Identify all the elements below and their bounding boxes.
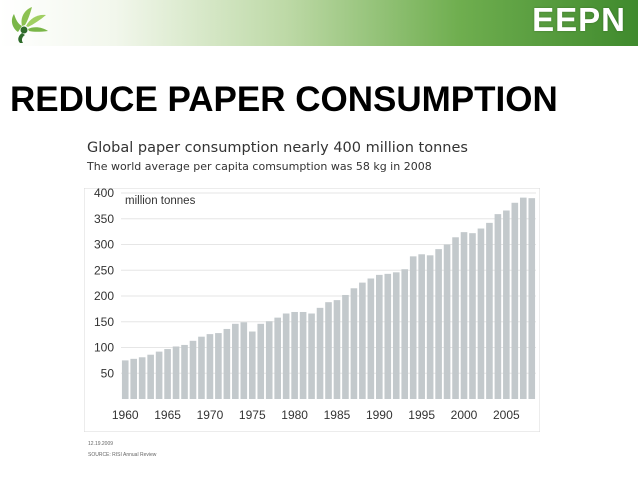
bar-1970 <box>206 334 214 399</box>
bar-2005 <box>503 210 510 399</box>
bar-chart: 50 100 150 200 250 300 350 400 1960 1965 1970 1975… <box>84 188 540 432</box>
bar-1991 <box>384 273 392 399</box>
bar-2007 <box>519 197 527 399</box>
x-tick-label: 1995 <box>408 408 435 422</box>
bar-1968 <box>189 340 197 399</box>
y-tick-label: 400 <box>94 188 114 200</box>
bar-1973 <box>232 323 239 399</box>
header-band: EEPN <box>0 0 638 46</box>
y-axis-label: million tonnes <box>125 195 196 207</box>
bar-2002 <box>477 228 485 399</box>
bar-1965 <box>164 349 171 399</box>
bar-1998 <box>443 244 451 399</box>
y-tick-label: 150 <box>94 315 114 329</box>
x-tick-label: 1970 <box>197 408 224 422</box>
y-tick-label: 250 <box>94 263 114 277</box>
y-tick-label: 350 <box>94 212 114 226</box>
bar-2004 <box>494 214 502 399</box>
bar-1983 <box>316 307 324 399</box>
bar-1971 <box>215 333 222 399</box>
x-tick-label: 2005 <box>493 408 520 422</box>
bar-1978 <box>274 317 281 399</box>
bar-2001 <box>469 233 476 399</box>
bar-2000 <box>460 232 468 399</box>
y-tick-label: 200 <box>94 289 114 303</box>
bar-1967 <box>181 344 188 399</box>
bar-1982 <box>308 313 315 399</box>
bar-1988 <box>359 282 366 399</box>
bar-1964 <box>155 351 163 399</box>
bar-1994 <box>409 256 417 399</box>
bar-1999 <box>452 237 459 399</box>
x-tick-label: 1960 <box>112 408 139 422</box>
y-tick-labels: 50 100 150 200 250 300 350 400 <box>94 188 114 380</box>
x-tick-labels: 1960 1965 1970 1975 1980 1985 1990 1995 2000 2005 <box>112 408 520 422</box>
bar-1972 <box>223 328 231 399</box>
bar-1976 <box>257 323 265 399</box>
bar-1960 <box>121 360 129 400</box>
bar-1974 <box>240 322 248 399</box>
bar-1985 <box>333 300 341 399</box>
bar-1980 <box>291 311 298 399</box>
chart-subtitle: The world average per capita comsumption… <box>87 160 432 173</box>
x-tick-label: 1965 <box>154 408 181 422</box>
bar-1989 <box>367 278 375 399</box>
bar-2003 <box>486 222 493 399</box>
bar-1993 <box>401 269 409 399</box>
bar-1969 <box>198 336 205 399</box>
footnote-source: SOURCE: RISI Annual Review <box>88 452 157 458</box>
bar-2006 <box>511 202 519 399</box>
bar-1984 <box>325 302 332 399</box>
bar-1992 <box>392 272 400 399</box>
x-tick-label: 1980 <box>281 408 308 422</box>
bar-1961 <box>130 358 138 399</box>
bar-1995 <box>418 254 425 399</box>
footnote-date: 12.19.2009 <box>88 441 114 447</box>
brand-name: EEPN <box>532 1 626 38</box>
bar-2008 <box>528 198 536 399</box>
x-tick-label: 1990 <box>366 408 393 422</box>
chart-title: Global paper consumption nearly 400 mill… <box>87 140 468 156</box>
x-tick-label: 2000 <box>451 408 478 422</box>
bar-1979 <box>282 313 290 399</box>
bar-1962 <box>138 357 146 399</box>
y-tick-label: 300 <box>94 238 114 252</box>
x-tick-label: 1985 <box>324 408 351 422</box>
bar-1987 <box>350 288 358 399</box>
bar-1977 <box>265 321 273 399</box>
bar-1963 <box>147 354 154 399</box>
leaf-figure-logo-icon <box>11 7 48 43</box>
bar-1975 <box>248 331 256 399</box>
bar-1990 <box>376 274 383 399</box>
x-tick-label: 1975 <box>239 408 266 422</box>
bar-1981 <box>299 311 307 399</box>
bar-1996 <box>426 255 434 399</box>
bar-1997 <box>435 249 442 399</box>
y-tick-label: 100 <box>94 341 114 355</box>
y-tick-label: 50 <box>101 366 115 380</box>
bar-1966 <box>172 346 180 399</box>
page-title: REDUCE PAPER CONSUMPTION <box>10 80 558 119</box>
bar-1986 <box>342 294 349 399</box>
bars-group <box>121 197 536 400</box>
